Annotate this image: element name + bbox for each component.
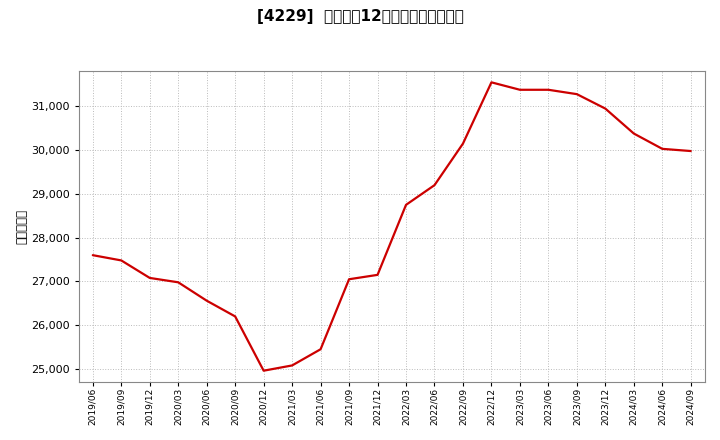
Y-axis label: （百万円）: （百万円）	[15, 209, 28, 244]
Text: [4229]  売上高の12か月移動合計の推移: [4229] 売上高の12か月移動合計の推移	[256, 9, 464, 24]
